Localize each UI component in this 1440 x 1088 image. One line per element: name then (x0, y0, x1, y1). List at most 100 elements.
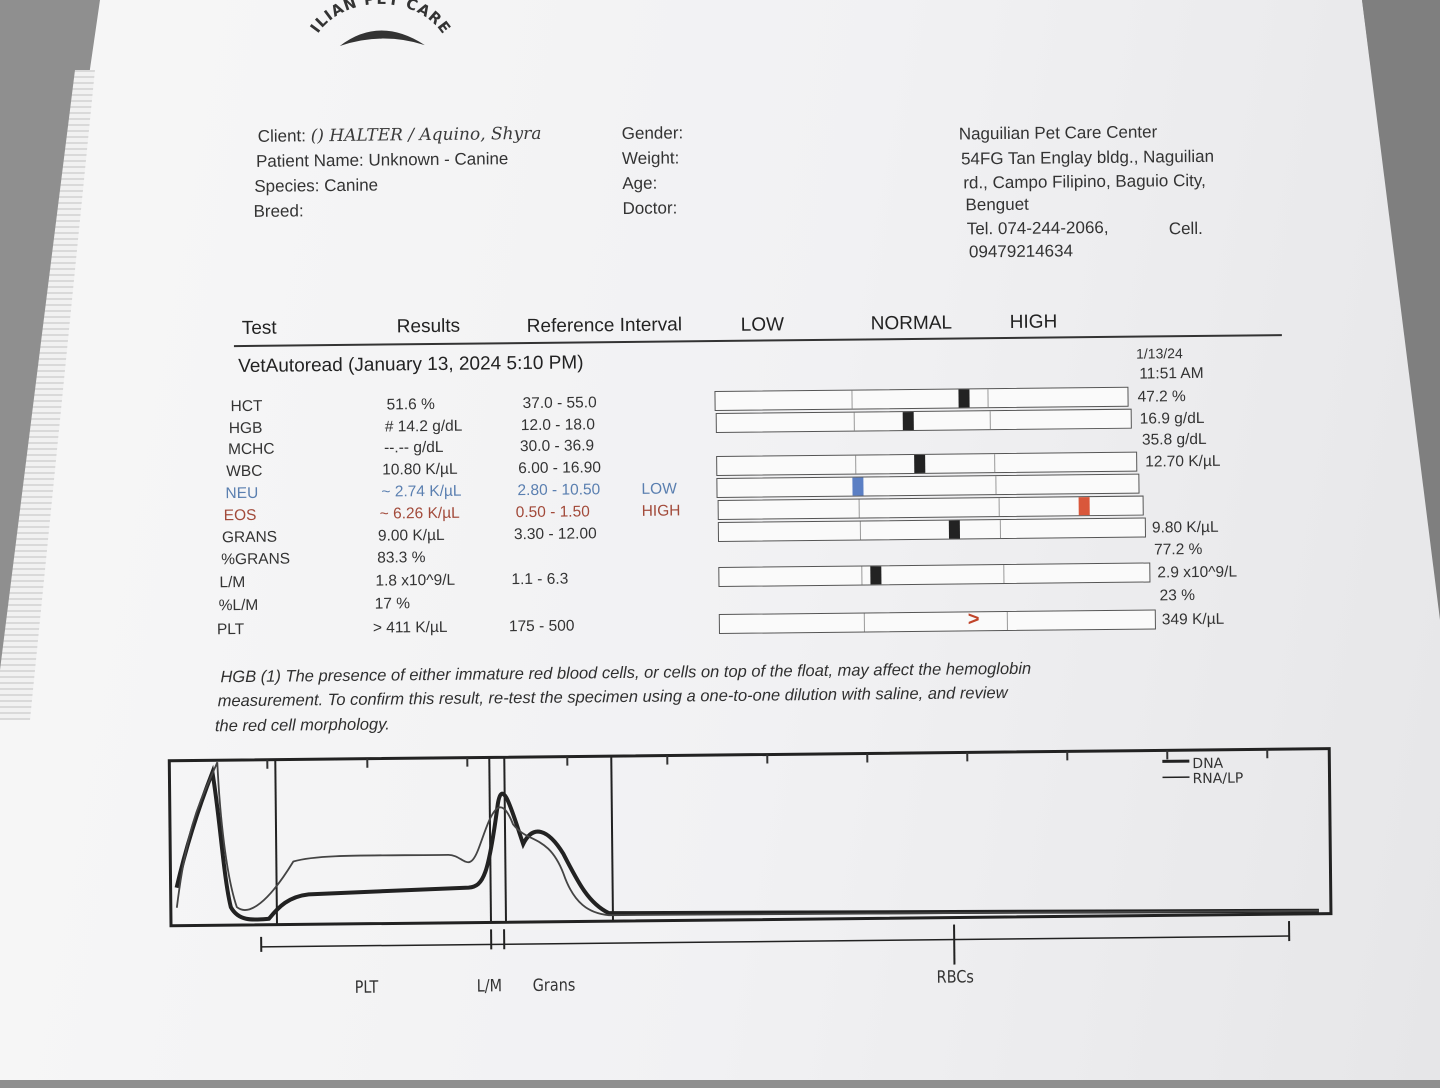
region-label-rbcs: RBCs (936, 967, 974, 987)
previous-time: 11:51 AM (1139, 365, 1204, 384)
result-test: PLT (217, 621, 244, 639)
range-divider (854, 413, 855, 431)
result-result: 9.00 K/µL (378, 527, 445, 546)
region-axis-ticks (261, 921, 1289, 972)
age-label: Age: (622, 174, 657, 194)
range-marker (949, 520, 960, 538)
result-test: GRANS (222, 529, 277, 548)
gender-label: Gender: (622, 123, 684, 144)
range-bar (718, 562, 1150, 587)
clinic-cell-label: Cell. (1169, 219, 1203, 239)
range-divider (987, 389, 988, 407)
weight-label: Weight: (622, 148, 680, 169)
col-results-header: Results (397, 316, 461, 339)
clinic-address-3: Benguet (965, 195, 1029, 216)
result-result: # 14.2 g/dL (385, 418, 463, 437)
result-result: --.-- g/dL (384, 439, 444, 458)
range-marker (870, 566, 881, 584)
range-marker (903, 412, 914, 430)
result-result: 17 % (375, 595, 411, 613)
species-row: Species: Canine (254, 176, 378, 197)
result-prev: 16.9 g/dL (1140, 410, 1205, 429)
result-ref: 1.1 - 6.3 (511, 571, 568, 590)
result-ref: 12.0 - 18.0 (521, 416, 595, 435)
range-marker (852, 477, 863, 495)
result-test: NEU (225, 485, 258, 503)
doctor-label: Doctor: (622, 198, 677, 219)
range-divider (860, 522, 861, 540)
result-flag: LOW (641, 480, 676, 498)
result-ref: 30.0 - 36.9 (520, 437, 594, 456)
result-result: ~ 2.74 K/µL (381, 483, 461, 502)
result-test: %L/M (219, 597, 259, 615)
footnote-line-2: measurement. To confirm this result, re-… (218, 684, 1008, 711)
range-divider (995, 476, 996, 494)
clinic-logo: ILIAN PET CARE CE (294, 0, 465, 54)
col-normal-header: NORMAL (871, 313, 953, 336)
result-ref: 0.50 - 1.50 (516, 503, 590, 522)
result-test: HGB (229, 420, 263, 438)
result-result: > 411 K/µL (373, 619, 448, 638)
col-high-header: HIGH (1010, 311, 1058, 333)
result-test: EOS (224, 507, 257, 525)
range-bar (718, 496, 1144, 520)
client-value: () HALTER / Aquino, Shyra (311, 124, 542, 146)
range-bar (716, 452, 1137, 476)
range-divider (859, 500, 860, 518)
result-result: 51.6 % (386, 396, 434, 415)
result-prev: 47.2 % (1137, 388, 1185, 407)
patient-row: Patient Name: Unknown - Canine (256, 149, 509, 172)
range-divider (1000, 520, 1001, 538)
result-test: WBC (226, 463, 262, 481)
footnote-line-3: the red cell morphology. (215, 715, 390, 736)
range-divider (861, 567, 862, 585)
result-test: HCT (230, 398, 262, 416)
result-result: 83.3 % (377, 549, 425, 568)
footnote-line-1: HGB (1) The presence of either immature … (220, 660, 1031, 687)
col-reference-header: Reference Interval (527, 314, 682, 338)
client-row: Client: () HALTER / Aquino, Shyra (258, 124, 542, 147)
result-prev: 35.8 g/dL (1142, 431, 1207, 450)
result-result: 10.80 K/µL (382, 461, 457, 480)
histogram-frame (169, 749, 1331, 926)
result-ref: 2.80 - 10.50 (517, 481, 600, 500)
result-result: ~ 6.26 K/µL (380, 505, 460, 524)
cell-histogram: DNA RNA/LP (167, 746, 1340, 1008)
result-prev: 349 K/µL (1162, 611, 1225, 630)
range-marker-over: > (968, 608, 980, 631)
range-divider (1003, 565, 1004, 583)
legend-dna: DNA (1192, 756, 1223, 772)
result-prev: 12.70 K/µL (1145, 453, 1220, 472)
result-prev: 23 % (1160, 587, 1196, 605)
range-divider (864, 613, 865, 631)
region-axis (261, 936, 1289, 947)
range-bar (714, 387, 1128, 411)
clinic-tel: Tel. 074-244-2066, (967, 218, 1109, 239)
range-bar: > (719, 609, 1156, 634)
range-marker (958, 389, 969, 407)
result-prev: 2.9 x10^9/L (1157, 564, 1237, 583)
result-prev: 77.2 % (1154, 541, 1202, 560)
clinic-address-1: 54FG Tan Englay bldg., Naguilian (961, 147, 1214, 170)
col-test-header: Test (242, 318, 277, 340)
result-ref: 3.30 - 12.00 (514, 525, 597, 544)
species-label: Species: (254, 176, 319, 196)
patient-value: Unknown - Canine (368, 149, 508, 169)
result-ref: 37.0 - 55.0 (522, 394, 596, 413)
range-bar (716, 409, 1132, 433)
result-ref: 6.00 - 16.90 (518, 459, 601, 478)
region-label-plt: PLT (355, 978, 379, 998)
result-test: %GRANS (221, 551, 290, 570)
range-divider (1007, 612, 1008, 630)
range-divider (990, 411, 991, 429)
clinic-name: Naguilian Pet Care Center (959, 122, 1158, 144)
result-result: 1.8 x10^9/L (375, 572, 455, 591)
range-divider (994, 454, 995, 472)
result-test: L/M (219, 574, 245, 592)
legend-rna-lp: RNA/LP (1192, 771, 1243, 788)
region-label-lm: L/M (477, 976, 503, 996)
patient-label: Patient Name: (256, 151, 364, 171)
dna-series-line (175, 761, 1319, 923)
species-value: Canine (324, 176, 378, 196)
